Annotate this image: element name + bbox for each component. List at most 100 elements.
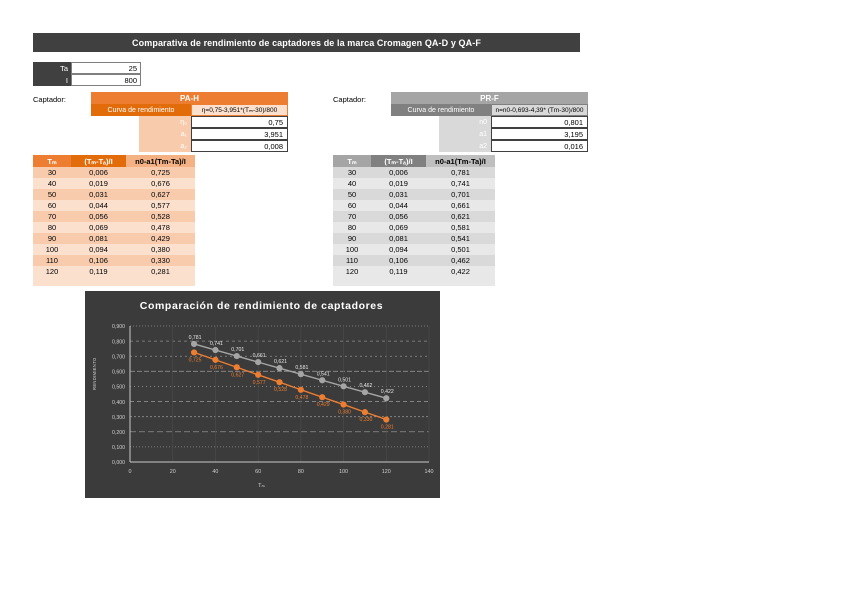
curve-label-pah: Curva de rendimiento	[91, 104, 191, 116]
table-cell: 0,281	[126, 266, 195, 277]
chart-y-tick-label: 0,400	[112, 400, 125, 406]
table-row: 30 0,006 0,725	[33, 167, 195, 178]
chart-data-point[interactable]	[212, 346, 219, 354]
chart-y-tick-label: 0,200	[112, 430, 125, 436]
coef-row-prf-a2: a2 0,016	[439, 140, 588, 152]
table-cell: 90	[333, 233, 371, 244]
table-cell: 0,106	[71, 255, 126, 266]
chart-x-tick-label: 80	[298, 469, 304, 475]
chart-data-label: 0,577	[253, 380, 266, 386]
table-cell: 0,069	[371, 222, 426, 233]
chart-data-point[interactable]	[190, 340, 198, 348]
table-row: 30 0,006 0,781	[333, 167, 495, 178]
chart-data-point[interactable]	[383, 416, 390, 423]
table-row: 50 0,031 0,627	[33, 189, 195, 200]
chart-data-point[interactable]	[297, 371, 304, 378]
chart-data-point[interactable]	[276, 379, 283, 386]
chart-data-point[interactable]	[297, 386, 304, 393]
table-row: 110 0,106 0,330	[33, 255, 195, 266]
chart-data-label: 0,701	[231, 347, 244, 353]
chart-data-label: 0,725	[189, 357, 202, 363]
table-row: 40 0,019 0,741	[333, 178, 495, 189]
table-cell: 0,094	[371, 244, 426, 255]
chart-x-tick-label: 100	[339, 469, 348, 475]
curve-formula-prf: n=n0-0,693-4,39* (Tm-30)/800	[491, 104, 588, 116]
chart-x-tick-label: 40	[212, 469, 218, 475]
curve-row-prf: Curva de rendimiento n=n0-0,693-4,39* (T…	[391, 104, 588, 116]
chart-data-point[interactable]	[233, 364, 240, 371]
chart-x-tick-label: 140	[425, 469, 434, 475]
data-table-pah: Tₘ (Tₘ-Tₐ)/I n0-a1(Tm-Ta)/I 30 0,006 0,725 40 0…	[33, 155, 195, 286]
chart-data-point[interactable]	[340, 383, 347, 390]
chart-data-point[interactable]	[255, 359, 262, 366]
coef-value-pah-n0[interactable]: 0,75	[191, 116, 288, 128]
table-row: 70 0,056 0,528	[33, 211, 195, 222]
table-row: 120 0,119 0,422	[333, 266, 495, 277]
chart-data-label: 0,781	[189, 335, 202, 341]
table-cell: 80	[333, 222, 371, 233]
curve-formula-pah: η=0,75-3,951*(Tₘ-30)/800	[191, 104, 288, 116]
coef-value-pah-a2[interactable]: 0,008	[191, 140, 288, 152]
table-cell	[33, 277, 71, 286]
chart-y-tick-label: 0,300	[112, 415, 125, 421]
chart-data-point[interactable]	[233, 352, 240, 360]
chart-y-tick-label: 0,600	[112, 370, 125, 376]
chart-data-point[interactable]	[319, 377, 326, 384]
table-cell: 0,006	[71, 167, 126, 178]
chart-x-tick-label: 120	[382, 469, 391, 475]
chart-data-point[interactable]	[276, 365, 283, 372]
table-row: 80 0,069 0,478	[33, 222, 195, 233]
coef-value-pah-a1[interactable]: 3,951	[191, 128, 288, 140]
chart-data-point[interactable]	[319, 394, 326, 401]
chart-y-tick-label: 0,800	[112, 339, 125, 345]
table-row: 100 0,094 0,380	[33, 244, 195, 255]
coef-row-pah-n0: η₀ 0,75	[139, 116, 288, 128]
chart-data-label: 0,462	[359, 383, 372, 389]
input-row-ta: Ta 25	[33, 62, 141, 74]
table-spacer-row	[333, 277, 495, 286]
table-row: 100 0,094 0,501	[333, 244, 495, 255]
table-cell	[71, 277, 126, 286]
chart-data-label: 0,627	[231, 372, 244, 378]
chart-y-tick-label: 0,000	[112, 460, 125, 466]
chart-data-point[interactable]	[361, 409, 369, 416]
table-cell: 50	[333, 189, 371, 200]
table-cell: 60	[33, 200, 71, 211]
i-value[interactable]: 800	[71, 74, 141, 86]
chart-data-point[interactable]	[340, 401, 347, 408]
page-title: Comparativa de rendimiento de captadores…	[33, 33, 580, 52]
chart-data-point[interactable]	[255, 371, 262, 378]
chart-data-point[interactable]	[383, 395, 390, 402]
captador-label-right: Captador:	[333, 95, 366, 104]
coef-value-prf-a1[interactable]: 3,195	[491, 128, 588, 140]
table-cell	[426, 277, 495, 286]
coef-value-prf-a2[interactable]: 0,016	[491, 140, 588, 152]
chart-data-label: 0,380	[338, 410, 351, 416]
coef-value-prf-n0[interactable]: 0,801	[491, 116, 588, 128]
table-spacer-row	[33, 277, 195, 286]
table-cell: 0,081	[71, 233, 126, 244]
efficiency-chart: Comparación de rendimiento de captadores…	[85, 291, 440, 498]
ta-value[interactable]: 25	[71, 62, 141, 74]
coef-label-prf-n0: n0	[439, 116, 491, 128]
curve-row-pah: Curva de rendimiento η=0,75-3,951*(Tₘ-30…	[91, 104, 288, 116]
input-row-i: I 800	[33, 74, 141, 86]
coef-label-pah-a1: a₁	[139, 128, 191, 140]
chart-data-point[interactable]	[190, 349, 198, 356]
table-cell: 100	[33, 244, 71, 255]
table-cell: 0,019	[71, 178, 126, 189]
chart-data-point[interactable]	[212, 356, 219, 363]
coef-row-pah-a2: a₂ 0,008	[139, 140, 288, 152]
chart-data-label: 0,478	[295, 395, 308, 401]
chart-data-point[interactable]	[361, 389, 369, 396]
table-cell: 0,577	[126, 200, 195, 211]
table-cell: 0,106	[371, 255, 426, 266]
table-cell: 110	[333, 255, 371, 266]
chart-x-tick-label: 20	[170, 469, 176, 475]
chart-title: Comparación de rendimiento de captadores	[139, 300, 384, 312]
table-cell: 0,006	[371, 167, 426, 178]
coef-row-prf-a1: a1 3,195	[439, 128, 588, 140]
table-cell: 30	[33, 167, 71, 178]
curve-label-prf: Curva de rendimiento	[391, 104, 491, 116]
collector-name-prf: PR-F	[391, 92, 588, 104]
